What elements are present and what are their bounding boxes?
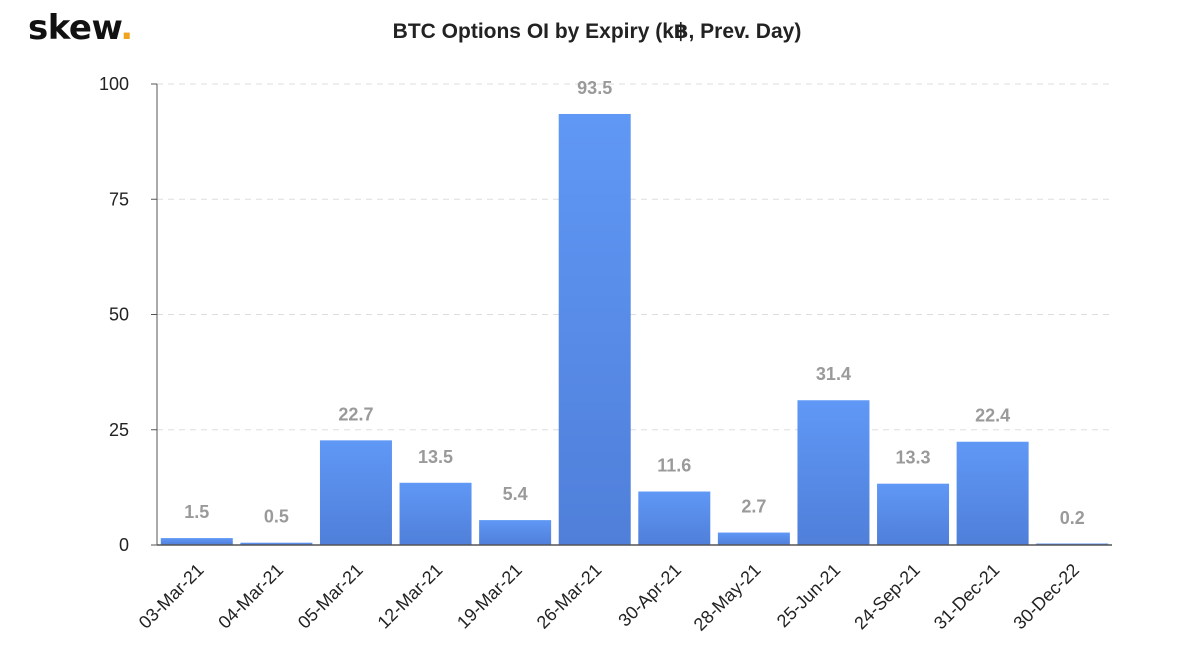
x-tick-label: 25-Jun-21 [773, 560, 844, 631]
x-tick-label: 30-Apr-21 [614, 560, 685, 631]
data-label: 1.5 [184, 502, 209, 522]
data-label: 11.6 [657, 456, 691, 476]
y-tick-label: 50 [109, 305, 129, 325]
data-label: 93.5 [577, 78, 612, 98]
data-label: 13.5 [418, 447, 453, 467]
bar-24-Sep-21 [877, 483, 950, 545]
bar-19-Mar-21 [479, 520, 552, 545]
data-label: 13.3 [896, 448, 931, 468]
bars-layer: 1.5 0.5 22.7 13.5 5.4 93.5 11.6 2.7 31.4 13.3 22.4… [160, 78, 1109, 545]
brand-dot: . [120, 8, 133, 48]
x-tick-label: 26-Mar-21 [533, 560, 606, 633]
chart-title: BTC Options OI by Expiry (k฿, Prev. Day) [393, 20, 802, 43]
x-tick-label: 28-May-21 [690, 560, 765, 635]
bar-12-Mar-21 [399, 482, 472, 545]
x-tick-label: 05-Mar-21 [294, 560, 367, 633]
grid-layer [157, 83, 1112, 431]
bar-28-May-21 [717, 532, 790, 545]
bar-05-Mar-21 [319, 440, 392, 545]
data-label: 2.7 [741, 497, 766, 517]
bar-31-Dec-21 [956, 441, 1029, 545]
bar-30-Apr-21 [638, 491, 711, 545]
data-label: 0.2 [1060, 508, 1085, 528]
x-tick-label: 12-Mar-21 [374, 560, 447, 633]
y-tick-label: 100 [99, 74, 129, 94]
y-tick-label: 25 [109, 420, 129, 440]
bar-04-Mar-21 [240, 542, 313, 545]
x-tick-label: 03-Mar-21 [135, 560, 208, 633]
data-label: 22.7 [338, 404, 373, 424]
x-tick-label: 30-Dec-22 [1009, 560, 1083, 634]
y-tick-label: 75 [109, 189, 129, 209]
data-label: 31.4 [816, 364, 851, 384]
data-label: 0.5 [264, 507, 289, 527]
data-label: 5.4 [503, 484, 528, 504]
x-tick-label: 19-Mar-21 [453, 560, 526, 633]
x-tick-label: 24-Sep-21 [850, 560, 924, 634]
bar-25-Jun-21 [797, 400, 870, 545]
x-tick-label: 04-Mar-21 [214, 560, 287, 633]
bar-26-Mar-21 [558, 113, 631, 545]
y-tick-label: 0 [119, 535, 129, 555]
skew-logo: skew. [28, 8, 133, 48]
data-label: 22.4 [975, 406, 1010, 426]
bar-03-Mar-21 [160, 538, 233, 545]
x-tick-label: 31-Dec-21 [930, 560, 1004, 634]
brand-name: skew [28, 8, 121, 48]
